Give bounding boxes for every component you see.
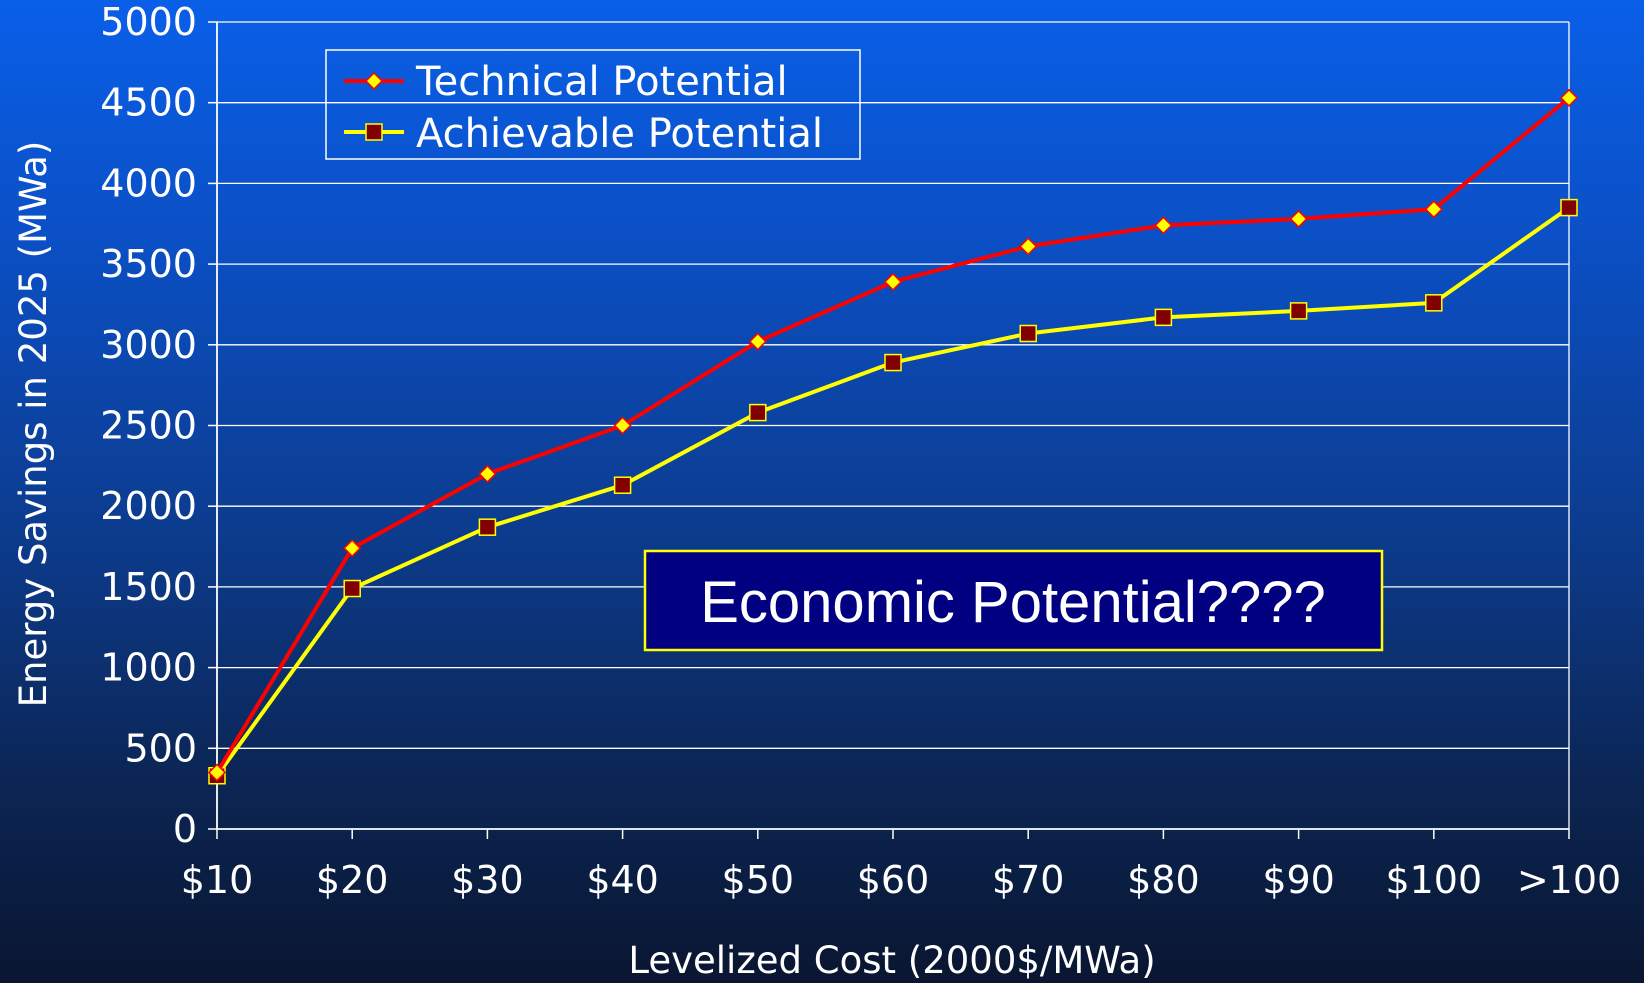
x-tick-label: $20 <box>316 858 389 902</box>
legend-marker-technical <box>364 71 384 91</box>
data-point-technical <box>207 763 227 782</box>
x-axis-title: Levelized Cost (2000$/MWa) <box>628 939 1155 982</box>
series-layer <box>207 88 1579 785</box>
data-point-technical <box>1289 209 1308 228</box>
data-point-technical <box>748 332 767 351</box>
annotation-box <box>643 549 1384 652</box>
data-point-technical <box>1559 88 1579 107</box>
data-point-achievable <box>613 476 632 494</box>
data-point-achievable <box>1560 198 1578 217</box>
y-tick-label: 500 <box>124 726 197 770</box>
y-tick-label: 1500 <box>100 565 197 609</box>
data-point-technical <box>1019 237 1038 256</box>
series-line-technical <box>215 96 1571 774</box>
data-point-achievable <box>1154 308 1173 327</box>
x-tick-label: $70 <box>992 858 1065 902</box>
x-tick-label: >100 <box>1517 858 1621 902</box>
data-point-technical <box>883 272 903 291</box>
data-point-technical <box>343 539 362 558</box>
data-point-achievable <box>1019 324 1037 343</box>
legend-box <box>325 49 861 160</box>
x-tick-label: $100 <box>1385 858 1482 902</box>
axes: 0 500 1000 1500 2000 2500 3000 3500 4000 4500 5000… <box>100 0 1621 902</box>
y-tick-label: 0 <box>173 807 197 851</box>
x-tick-label: $60 <box>857 858 930 902</box>
y-tick-label: 4000 <box>100 161 197 205</box>
data-point-achievable <box>884 353 902 372</box>
data-point-technical <box>1424 200 1443 219</box>
legend: Technical Potential Achievable Potential <box>325 49 861 160</box>
y-tick-label: 3500 <box>100 242 197 286</box>
data-point-technical <box>478 464 497 483</box>
legend-label-achievable: Achievable Potential <box>416 111 823 157</box>
series-line-achievable <box>215 205 1571 777</box>
data-point-achievable <box>1289 302 1308 320</box>
y-axis-title: Energy Savings in 2025 (MWa) <box>12 141 55 708</box>
data-point-achievable <box>1425 294 1443 312</box>
legend-marker-achievable <box>365 123 383 141</box>
y-tick-label: 4500 <box>100 81 197 125</box>
x-tick-label: $50 <box>722 858 795 902</box>
data-point-achievable <box>749 403 767 422</box>
data-point-technical <box>613 416 632 435</box>
annotation: Economic Potential???? <box>643 549 1384 652</box>
y-tick-label: 2500 <box>100 404 197 448</box>
annotation-text: Economic Potential???? <box>700 570 1326 635</box>
data-point-achievable <box>478 518 497 536</box>
y-tick-label: 1000 <box>100 646 197 690</box>
x-tick-label: $10 <box>181 858 254 902</box>
x-tick-label: $90 <box>1262 858 1335 902</box>
x-tick-label: $80 <box>1127 858 1200 902</box>
legend-label-technical: Technical Potential <box>415 59 788 105</box>
x-tick-label: $30 <box>451 858 524 902</box>
y-tick-label: 2000 <box>100 484 197 528</box>
data-point-technical <box>1154 216 1173 235</box>
grid-lines <box>217 21 1570 829</box>
data-point-achievable <box>343 579 361 598</box>
y-tick-label: 3000 <box>100 323 197 367</box>
x-tick-label: $40 <box>586 858 659 902</box>
y-tick-label: 5000 <box>100 0 197 44</box>
